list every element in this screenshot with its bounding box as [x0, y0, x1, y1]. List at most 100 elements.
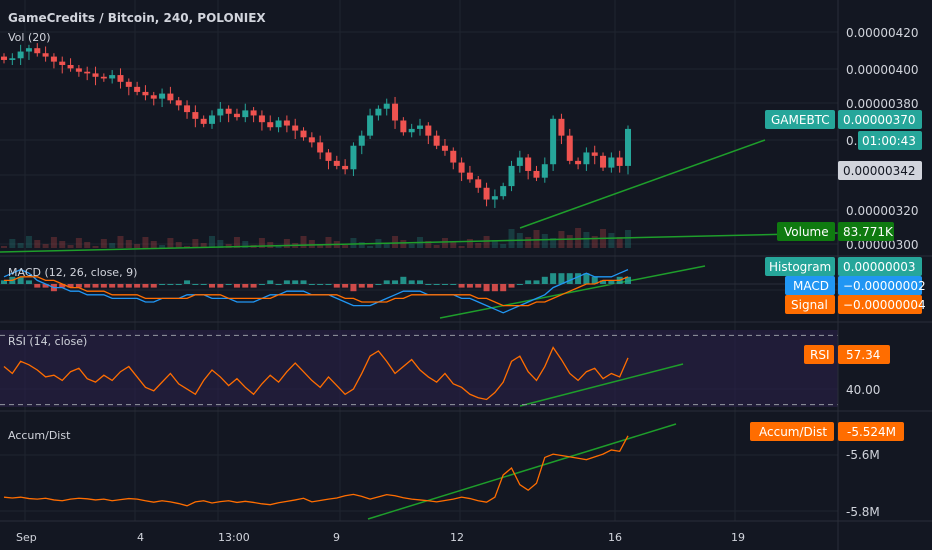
- macd-histogram-bar: [292, 280, 299, 284]
- macd-histogram-bar: [242, 284, 249, 288]
- volume-bar: [433, 245, 440, 248]
- candle-body: [616, 157, 623, 166]
- volume-bar: [575, 228, 582, 248]
- volume-tag: Volume 83.771K: [777, 222, 894, 241]
- accum-pane: [3, 435, 629, 507]
- candle-body: [475, 179, 482, 188]
- macd-histogram-bar: [466, 284, 473, 288]
- macd-histogram-bar: [75, 284, 82, 288]
- candle-body: [275, 120, 282, 128]
- rsi-tag: RSI 57.34: [804, 345, 890, 364]
- accum-dist-line: [3, 435, 629, 507]
- volume-bar: [566, 235, 573, 248]
- volume-bar: [533, 230, 540, 248]
- candle-body: [233, 113, 240, 118]
- macd-histogram-bar: [500, 284, 507, 292]
- macd-histogram-bar: [625, 276, 631, 284]
- macd-histogram-bar: [117, 284, 124, 288]
- price-tick: 0.00000380: [846, 97, 919, 111]
- volume-bar: [591, 236, 598, 248]
- macd-histogram-bar: [217, 284, 224, 288]
- volume-bar: [383, 243, 390, 248]
- countdown-tag: 01:00:43: [858, 131, 922, 150]
- candle-body: [533, 170, 540, 178]
- macd-histogram-bar: [200, 284, 207, 285]
- svg-text:0.00000003: 0.00000003: [843, 260, 916, 274]
- candle-body: [333, 160, 340, 166]
- macd-histogram-bar: [433, 284, 440, 285]
- volume-bar: [100, 239, 107, 248]
- candle-body: [525, 157, 532, 171]
- candle-body: [92, 73, 99, 77]
- volume-bar: [192, 239, 199, 248]
- volume-bar: [142, 237, 149, 248]
- volume-bar: [583, 232, 590, 248]
- signal-line: [4, 276, 629, 307]
- volume-bar: [200, 243, 207, 248]
- svg-text:01:00:43: 01:00:43: [862, 134, 916, 148]
- svg-text:83.771K: 83.771K: [843, 225, 894, 239]
- volume-bar: [209, 236, 215, 248]
- macd-histogram-bar: [109, 284, 116, 288]
- candle-body: [184, 105, 191, 113]
- volume-bar: [450, 242, 457, 248]
- volume-bar: [159, 245, 166, 248]
- svg-text:0.00000370: 0.00000370: [843, 113, 916, 127]
- candle-body: [308, 137, 315, 143]
- macd-histogram-bar: [350, 284, 357, 292]
- macd-histogram-bar: [67, 284, 74, 288]
- candle-body: [117, 75, 124, 82]
- macd-histogram-bar: [225, 284, 232, 285]
- candle-body: [550, 118, 557, 165]
- candle-body: [558, 118, 565, 136]
- candle-body: [267, 122, 274, 128]
- volume-bar: [283, 239, 290, 248]
- candle-body: [34, 48, 41, 54]
- svg-text:Histogram: Histogram: [769, 260, 831, 274]
- grid: [0, 0, 838, 521]
- time-tick: 9: [333, 531, 340, 544]
- volume-bar: [475, 243, 482, 248]
- macd-histogram-bar: [475, 284, 482, 288]
- candle-body: [125, 81, 132, 87]
- candle-body: [375, 108, 382, 116]
- macd-histogram-bar: [167, 284, 174, 285]
- macd-histogram-bar: [25, 280, 32, 284]
- macd-histogram-bar: [483, 284, 490, 292]
- macd-histogram-bar: [100, 284, 107, 288]
- candle-body: [591, 152, 598, 156]
- trendline-rsi: [519, 363, 684, 407]
- macd-histogram-bar: [566, 273, 573, 284]
- macd-histogram-bar: [300, 280, 307, 284]
- volume-bar: [34, 240, 41, 248]
- chart-title: GameCredits / Bitcoin, 240, POLONIEX: [8, 11, 266, 25]
- candle-body: [300, 130, 307, 138]
- candle-body: [159, 93, 166, 99]
- candle-body: [358, 135, 365, 146]
- volume-indicator-label: Vol (20): [8, 31, 51, 44]
- macd-histogram-bar: [508, 284, 515, 288]
- candle-body: [242, 110, 249, 118]
- volume-bar: [1, 246, 7, 248]
- volume-bar: [117, 236, 124, 248]
- macd-histogram-bar: [134, 284, 141, 288]
- volume-bar: [217, 240, 224, 248]
- candle-body: [342, 165, 349, 170]
- macd-histogram-bar: [608, 280, 615, 284]
- macd-indicator-label: MACD (12, 26, close, 9): [8, 266, 137, 279]
- candle-body: [425, 125, 432, 136]
- macd-histogram-bar: [375, 284, 382, 285]
- macd-histogram-bar: [358, 284, 365, 288]
- volume-bar: [233, 237, 240, 248]
- volume-bar: [275, 246, 282, 248]
- candle-body: [225, 108, 232, 114]
- price-tick: 0.00000400: [846, 63, 919, 77]
- svg-text:MACD: MACD: [793, 279, 829, 293]
- candle-body: [250, 110, 257, 116]
- macd-histogram-bar: [600, 280, 607, 284]
- volume-bar: [425, 241, 432, 248]
- macd-histogram-bar: [283, 280, 290, 284]
- volume-bar: [267, 242, 274, 248]
- candles: [1, 43, 631, 208]
